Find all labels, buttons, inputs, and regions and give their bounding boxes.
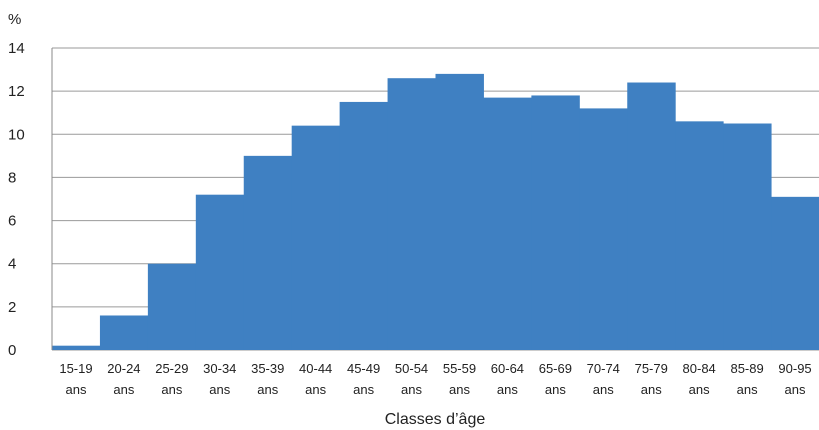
y-tick-label: 14: [8, 40, 25, 57]
bar: [771, 196, 819, 350]
x-tick-label: 45-49 ans: [347, 361, 380, 397]
y-tick-label: 2: [8, 299, 16, 316]
bar: [579, 108, 628, 351]
bar: [387, 78, 436, 350]
y-tick-label: 10: [8, 126, 25, 143]
x-axis-label: Classes d’âge: [385, 411, 486, 428]
y-tick-label: 8: [8, 169, 16, 186]
x-tick-label: 20-24 ans: [107, 361, 140, 397]
x-tick-label: 60-64 ans: [491, 361, 524, 397]
bar: [435, 73, 484, 350]
x-tick-label: 90-95 ans: [778, 361, 811, 397]
bar: [147, 263, 197, 350]
bar: [339, 101, 389, 350]
bar: [291, 125, 341, 351]
bar: [627, 82, 676, 350]
x-tick-label: 85-89 ans: [730, 361, 763, 397]
bars: [52, 73, 819, 351]
y-tick-labels: 0 2 4 6 8 10 12 14: [8, 40, 25, 359]
bar: [483, 97, 532, 350]
x-tick-label: 55-59 ans: [443, 361, 476, 397]
x-tick-label: 80-84 ans: [683, 361, 716, 397]
bar: [531, 95, 580, 350]
bar: [99, 315, 149, 350]
y-axis-label: %: [8, 11, 21, 28]
bar: [243, 155, 293, 350]
x-tick-label: 15-19 ans: [59, 361, 92, 397]
x-tick-label: 40-44 ans: [299, 361, 332, 397]
x-tick-labels: 15-19 ans 20-24 ans 25-29 ans 30-34 ans 35-39 ans…: [59, 361, 811, 397]
bar: [195, 194, 245, 350]
x-tick-label: 65-69 ans: [539, 361, 572, 397]
x-tick-label: 35-39 ans: [251, 361, 284, 397]
y-tick-label: 4: [8, 256, 16, 273]
x-tick-label: 70-74 ans: [587, 361, 620, 397]
x-tick-label: 75-79 ans: [635, 361, 668, 397]
bar: [723, 123, 772, 350]
x-tick-label: 50-54 ans: [395, 361, 428, 397]
x-tick-label: 25-29 ans: [155, 361, 188, 397]
y-tick-label: 6: [8, 213, 16, 230]
y-tick-label: 0: [8, 342, 16, 359]
y-tick-label: 12: [8, 83, 25, 100]
x-tick-label: 30-34 ans: [203, 361, 236, 397]
bar: [52, 345, 101, 350]
bar: [675, 121, 724, 350]
